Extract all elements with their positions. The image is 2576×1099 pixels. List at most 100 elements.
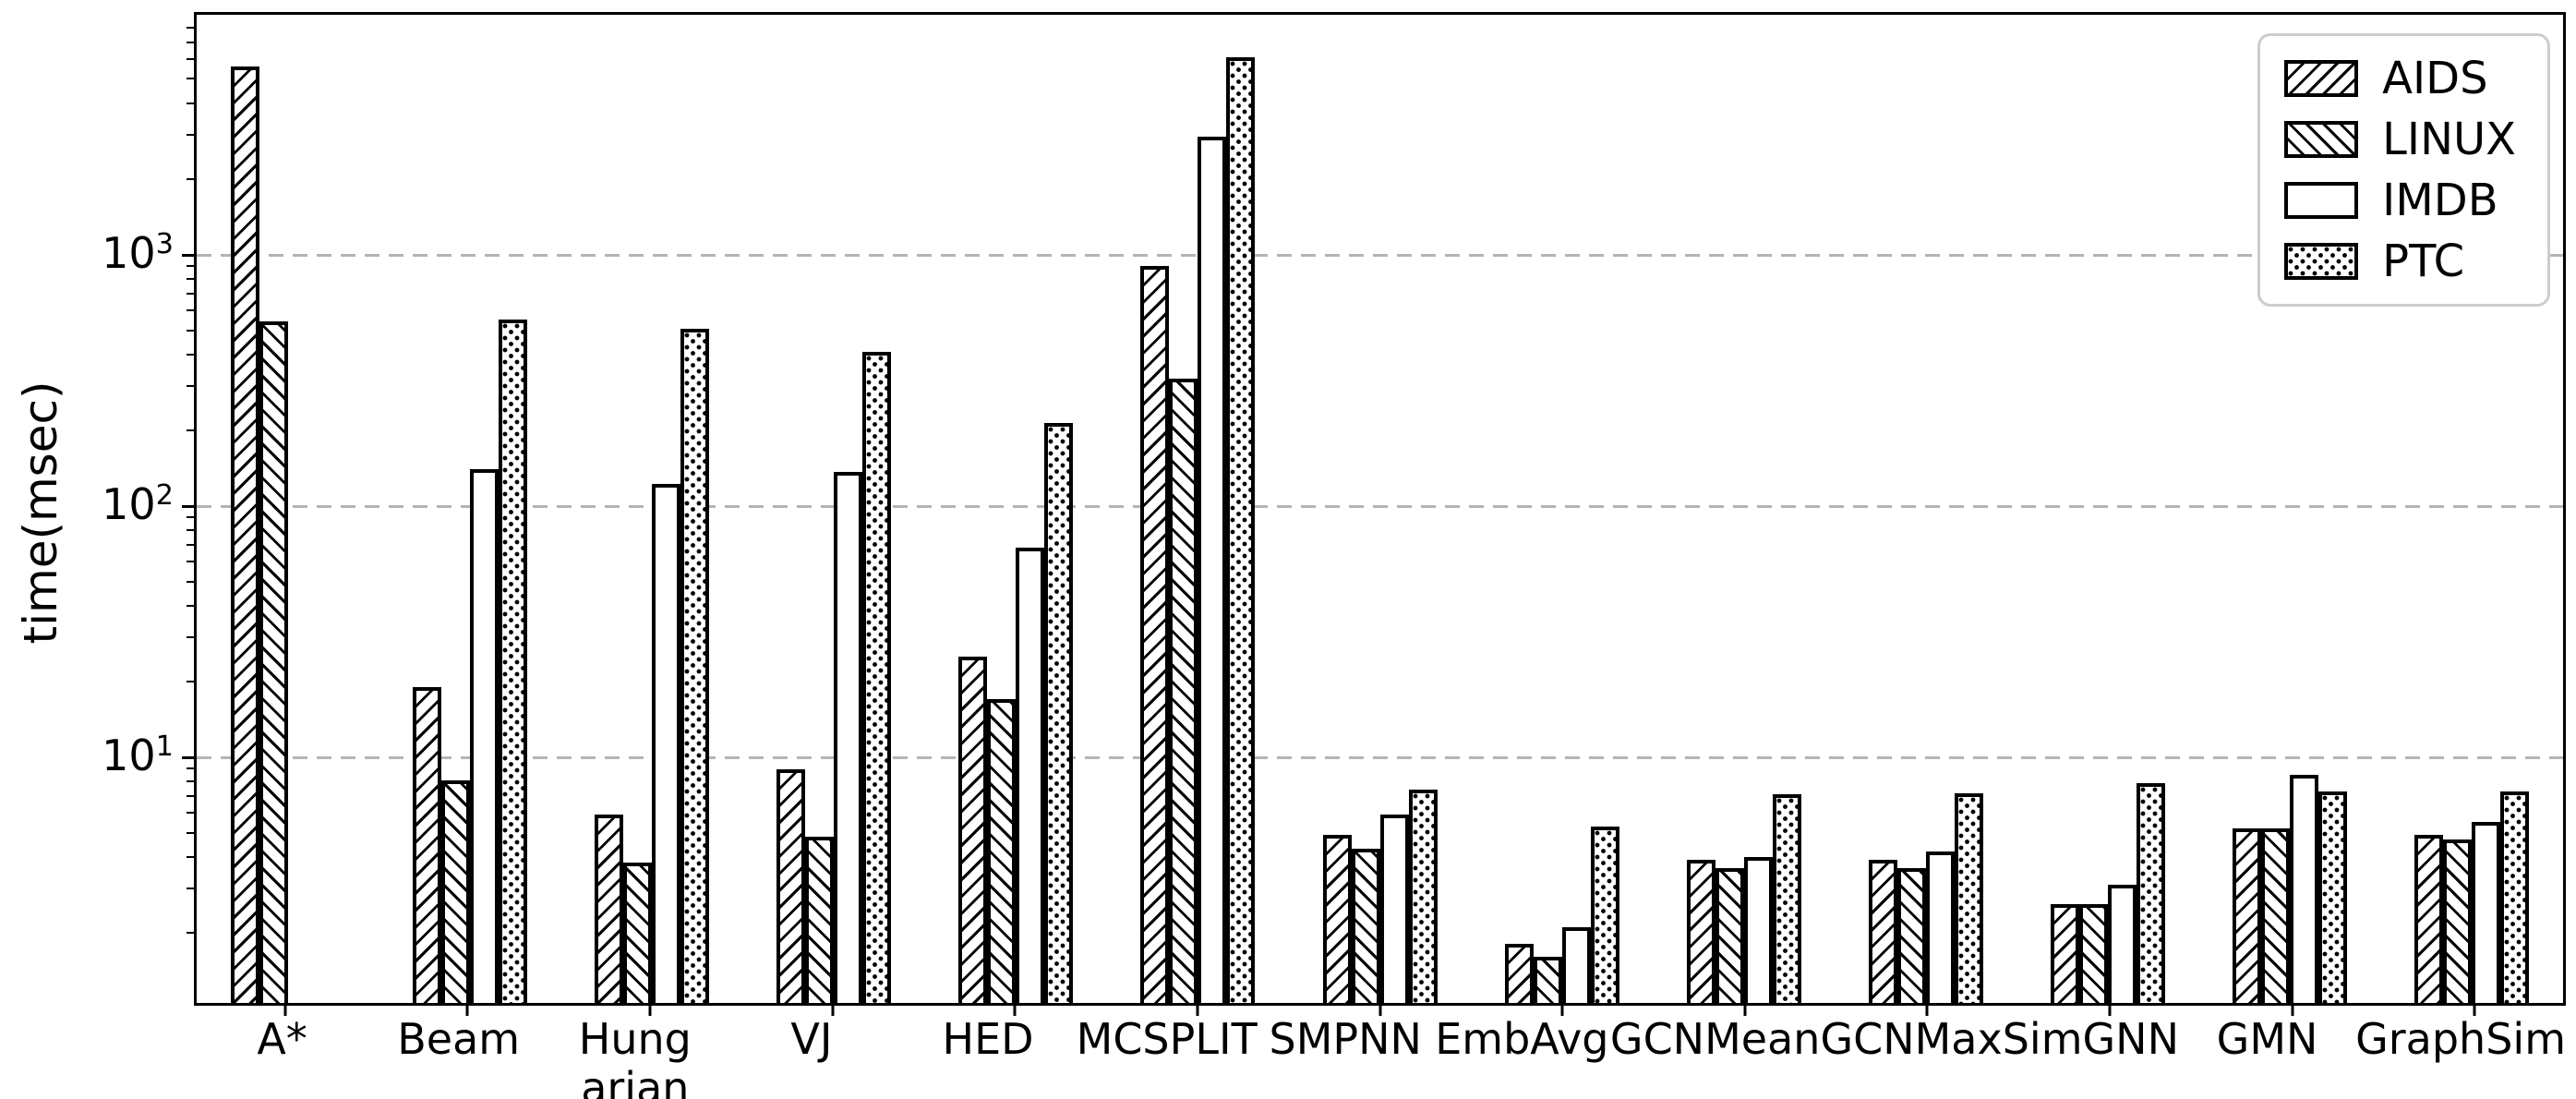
bar-aids [2233,827,2262,1003]
legend-label: AIDS [2382,53,2488,104]
bar-ptc [1226,56,1256,1003]
y-minor-tick [187,329,194,332]
bar-groups [197,15,2563,1003]
legend-item-ptc: PTC [2284,239,2516,284]
y-minor-tick [187,353,194,356]
legend-label: IMDB [2382,175,2498,226]
bar-imdb [1925,851,1955,1003]
y-tick-label: 102 [102,478,174,529]
bar-linux [1169,379,1198,1003]
bar-aids [1322,835,1352,1003]
bar-aids [412,686,441,1003]
y-minor-tick [187,794,194,797]
x-tick-label-hungarian: Hung arian [578,1014,692,1099]
y-minor-tick [187,429,194,431]
bar-aids [2414,835,2444,1003]
x-tick [2473,1006,2476,1016]
x-tick-label-graphsim: GraphSim [2355,1014,2566,1064]
x-axis-ticks [194,1006,2566,1017]
y-major-tick [182,253,194,257]
y-minor-tick [187,102,194,104]
bar-linux [1896,868,1926,1003]
x-tick [283,1006,287,1016]
bar-group-gmn [2199,15,2381,1003]
x-tick [1925,1006,1929,1016]
bar-ptc [1954,792,1983,1003]
bar-aids [230,66,259,1003]
bar-imdb [2108,885,2137,1003]
x-tick-label-gcnmax: GCNMax [1820,1014,2003,1064]
x-tick-labels: A* Beam Hung arian VJ HED MCSPLIT SMPNN EmbAvg G… [194,1015,2566,1099]
y-minor-tick [187,177,194,180]
bar-group-mcsplit [1107,15,1289,1003]
bar-linux [440,779,470,1003]
bar-linux [1351,849,1380,1003]
bar-imdb [2472,822,2501,1003]
legend-swatch-linux [2284,121,2359,158]
y-minor-tick [187,529,194,532]
gridline [197,755,2563,759]
bar-imdb [2290,774,2319,1003]
bar-ptc [1044,422,1074,1003]
plot-area [194,12,2566,1006]
x-tick [1743,1006,1747,1016]
y-minor-tick [187,384,194,387]
bar-linux [805,837,835,1003]
bar-imdb [651,484,680,1003]
x-tick-label-mcsplit: MCSPLIT [1076,1014,1258,1064]
bar-linux [259,321,288,1003]
bar-aids [776,769,806,1003]
legend-item-imdb: IMDB [2284,178,2516,223]
legend-swatch-imdb [2284,182,2359,219]
x-tick [1560,1006,1564,1016]
y-tick-label: 101 [102,730,174,780]
y-minor-tick [187,887,194,889]
x-tick [2108,1006,2112,1016]
bar-linux [2261,827,2291,1003]
y-minor-tick [187,277,194,280]
x-tick-label-simgnn: SimGNN [2002,1014,2179,1064]
bar-imdb [1561,927,1591,1003]
bar-aids [958,657,988,1003]
bar-ptc [1408,790,1438,1003]
y-minor-tick [187,133,194,136]
bar-ptc [680,329,709,1003]
bar-group-gcnmean [1653,15,1835,1003]
y-minor-tick [187,57,194,60]
legend-label: LINUX [2382,114,2516,165]
bar-linux [2079,903,2109,1003]
bar-group-beam [379,15,560,1003]
bar-aids [1140,266,1170,1003]
x-tick-label-vj: VJ [790,1014,833,1064]
legend-swatch-aids [2284,60,2359,97]
bar-imdb [1743,856,1773,1003]
x-tick [831,1006,835,1016]
y-minor-tick [187,516,194,519]
y-minor-tick [187,855,194,858]
bar-ptc [1772,794,1801,1003]
bar-group-graphsim [2381,15,2563,1003]
y-minor-tick [187,780,194,783]
y-major-tick [182,504,194,508]
bar-ptc [2137,782,2166,1003]
y-minor-tick [187,41,194,43]
y-minor-tick [187,831,194,834]
y-minor-tick [187,604,194,607]
bar-ptc [2318,791,2348,1003]
y-minor-tick [187,78,194,80]
y-minor-tick [187,580,194,583]
bar-aids [2051,903,2080,1003]
y-minor-tick [187,767,194,770]
bar-aids [594,815,623,1003]
bar-imdb [1016,548,1045,1003]
bar-group-vj [742,15,924,1003]
bar-imdb [1198,136,1227,1003]
bar-imdb [834,472,863,1003]
y-tick-label: 103 [102,227,174,278]
bar-group-smpnn [1289,15,1471,1003]
x-tick-label-smpnn: SMPNN [1269,1014,1422,1064]
legend: AIDS LINUX IMDB PTC [2257,33,2550,307]
x-tick [465,1006,469,1016]
y-minor-tick [187,26,194,29]
y-minor-tick [187,543,194,546]
